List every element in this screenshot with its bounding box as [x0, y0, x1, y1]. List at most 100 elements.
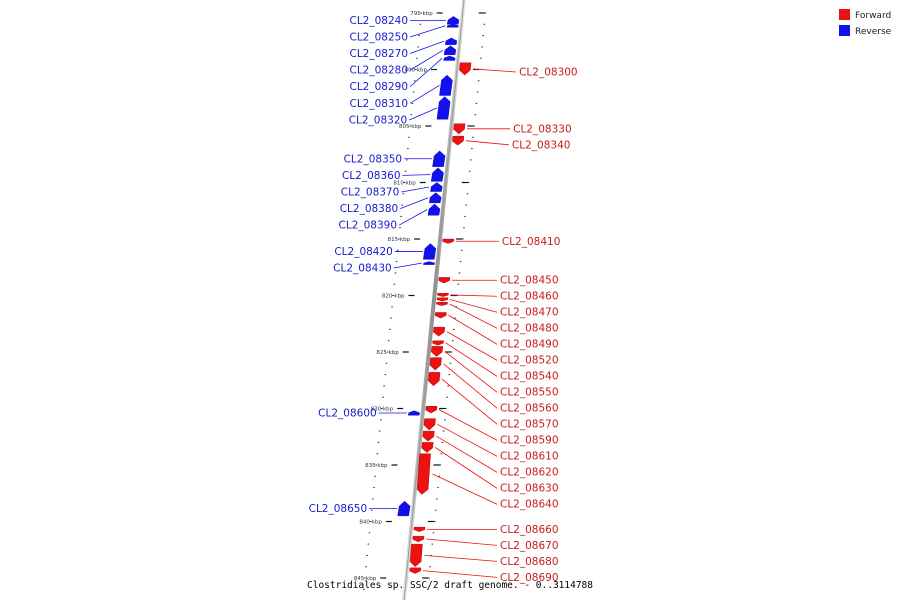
- gene-arrow-CL2_08600[interactable]: [408, 410, 420, 416]
- gene-arrow-CL2_08340[interactable]: [452, 135, 465, 146]
- gene-label-CL2_08680[interactable]: CL2_08680: [500, 556, 559, 568]
- gene-arrow-CL2_08680[interactable]: [409, 543, 423, 567]
- gene-label-CL2_08640[interactable]: CL2_08640: [500, 499, 559, 511]
- gene-label-CL2_08410[interactable]: CL2_08410: [502, 236, 561, 248]
- gene-label-CL2_08300[interactable]: CL2_08300: [519, 67, 578, 79]
- gene-label-CL2_08470[interactable]: CL2_08470: [500, 307, 559, 319]
- gene-label-CL2_08390[interactable]: CL2_08390: [339, 220, 398, 232]
- gene-label-CL2_08490[interactable]: CL2_08490: [500, 339, 559, 351]
- gene-label-CL2_08460[interactable]: CL2_08460: [500, 291, 559, 303]
- minor-tick-dot: [409, 125, 411, 127]
- minor-tick-dot: [439, 464, 441, 466]
- minor-tick-dot: [416, 57, 418, 59]
- minor-tick-dot: [432, 532, 435, 534]
- minor-tick-dot: [448, 374, 451, 376]
- gene-label-CL2_08270[interactable]: CL2_08270: [349, 48, 408, 60]
- gene-label-CL2_08280[interactable]: CL2_08280: [349, 65, 408, 77]
- gene-arrow-CL2_08300[interactable]: [459, 62, 472, 76]
- gene-arrow-CL2_08250[interactable]: [446, 24, 459, 28]
- gene-arrow-CL2_08290[interactable]: [443, 55, 456, 61]
- gene-label-CL2_08330[interactable]: CL2_08330: [513, 123, 572, 135]
- minor-tick-dot: [459, 261, 462, 263]
- gene-arrow-CL2_08650[interactable]: [397, 500, 411, 517]
- gene-arrow-CL2_08310[interactable]: [439, 74, 453, 96]
- gene-arrow-CL2_08270[interactable]: [444, 37, 458, 45]
- gene-label-CL2_08430[interactable]: CL2_08430: [333, 263, 392, 275]
- gene-arrow-CL2_08320[interactable]: [436, 96, 451, 120]
- tick-label: 815 kbp: [388, 237, 411, 243]
- gene-arrow-CL2_08350[interactable]: [432, 150, 446, 167]
- gene-label-CL2_08380[interactable]: CL2_08380: [340, 203, 399, 215]
- gene-label-CL2_08320[interactable]: CL2_08320: [349, 114, 408, 126]
- gene-arrow-CL2_08380[interactable]: [428, 192, 442, 204]
- gene-arrow-CL2_08570[interactable]: [428, 372, 441, 387]
- gene-label-CL2_08420[interactable]: CL2_08420: [334, 246, 393, 258]
- gene-label-CL2_08540[interactable]: CL2_08540: [500, 371, 559, 383]
- gene-label-CL2_08600[interactable]: CL2_08600: [318, 408, 377, 420]
- gene-arrow-CL2_08520[interactable]: [433, 326, 446, 337]
- gene-label-CL2_08310[interactable]: CL2_08310: [349, 98, 408, 110]
- gene-label-CL2_08520[interactable]: CL2_08520: [500, 355, 559, 367]
- minor-tick-dot: [427, 588, 429, 590]
- gene-label-CL2_08590[interactable]: CL2_08590: [500, 435, 559, 447]
- gene-label-CL2_08610[interactable]: CL2_08610: [500, 451, 559, 463]
- tick-label: 840 kbp: [359, 520, 382, 526]
- gene-arrow-CL2_08460[interactable]: [437, 293, 449, 297]
- gene-arrow-CL2_08280[interactable]: [443, 45, 457, 56]
- gene-arrow-CL2_08240[interactable]: [446, 16, 460, 25]
- gene-label-CL2_08350[interactable]: CL2_08350: [344, 153, 403, 165]
- gene-arrow-CL2_08490[interactable]: [434, 312, 447, 319]
- gene-arrow-CL2_08640[interactable]: [416, 453, 431, 495]
- gene-label-CL2_08450[interactable]: CL2_08450: [500, 275, 559, 287]
- backbone-core: [403, 0, 465, 600]
- tick-marks: 795 kbp 800 kbp 805 kbp 810 kbp 815 kbp 820 k…: [354, 11, 487, 590]
- minor-tick-dot: [470, 159, 472, 161]
- gene-label-CL2_08620[interactable]: CL2_08620: [500, 467, 559, 479]
- minor-tick-dot: [419, 23, 422, 25]
- gene-arrow-CL2_08690[interactable]: [409, 567, 422, 574]
- minor-tick-dot: [411, 102, 414, 104]
- gene-label-CL2_08670[interactable]: CL2_08670: [500, 540, 559, 552]
- minor-tick-dot: [364, 577, 366, 579]
- leader-line: [435, 447, 498, 489]
- leader-line: [445, 342, 498, 377]
- minor-tick-dot: [412, 91, 415, 93]
- gene-arrow-CL2_08410[interactable]: [442, 238, 455, 244]
- gene-arrow-CL2_08670[interactable]: [412, 535, 425, 543]
- minor-tick-dot: [475, 102, 478, 104]
- gene-arrow-CL2_08560[interactable]: [429, 357, 442, 371]
- tick-label: 810 kbp: [393, 181, 416, 187]
- gene-arrow-CL2_08390[interactable]: [427, 203, 441, 216]
- gene-label-CL2_08550[interactable]: CL2_08550: [500, 387, 559, 399]
- gene-arrow-CL2_08330[interactable]: [453, 123, 466, 135]
- gene-arrow-CL2_08590[interactable]: [425, 406, 438, 414]
- gene-arrow-CL2_08540[interactable]: [432, 340, 444, 346]
- gene-label-CL2_08650[interactable]: CL2_08650: [309, 503, 368, 515]
- gene-label-CL2_08240[interactable]: CL2_08240: [349, 15, 408, 27]
- gene-label-CL2_08690[interactable]: CL2_08690: [500, 572, 559, 584]
- gene-arrow-CL2_08360[interactable]: [430, 167, 444, 182]
- gene-arrow-CL2_08610[interactable]: [423, 418, 436, 431]
- gene-label-CL2_08480[interactable]: CL2_08480: [500, 323, 559, 335]
- gene-arrow-CL2_08620[interactable]: [422, 430, 435, 442]
- gene-label-CL2_08370[interactable]: CL2_08370: [341, 186, 400, 198]
- gene-label-CL2_08630[interactable]: CL2_08630: [500, 483, 559, 495]
- legend: Forward Reverse: [839, 9, 892, 37]
- gene-arrow-CL2_08470[interactable]: [436, 297, 449, 302]
- gene-arrow-CL2_08430[interactable]: [423, 261, 435, 265]
- gene-arrow-CL2_08630[interactable]: [421, 442, 434, 453]
- minor-tick-dot: [441, 441, 444, 443]
- gene-arrow-CL2_08550[interactable]: [431, 346, 444, 357]
- gene-label-CL2_08570[interactable]: CL2_08570: [500, 419, 559, 431]
- gene-label-CL2_08340[interactable]: CL2_08340: [512, 139, 571, 151]
- gene-arrow-CL2_08420[interactable]: [423, 243, 437, 260]
- gene-label-CL2_08250[interactable]: CL2_08250: [349, 31, 408, 43]
- gene-arrow-CL2_08480[interactable]: [436, 302, 448, 306]
- gene-label-CL2_08560[interactable]: CL2_08560: [500, 403, 559, 415]
- gene-label-CL2_08660[interactable]: CL2_08660: [500, 524, 559, 536]
- gene-label-CL2_08290[interactable]: CL2_08290: [349, 81, 408, 93]
- gene-arrow-CL2_08370[interactable]: [430, 182, 443, 192]
- gene-arrow-CL2_08450[interactable]: [438, 277, 451, 284]
- gene-label-CL2_08360[interactable]: CL2_08360: [342, 170, 401, 182]
- gene-arrow-CL2_08660[interactable]: [413, 526, 426, 532]
